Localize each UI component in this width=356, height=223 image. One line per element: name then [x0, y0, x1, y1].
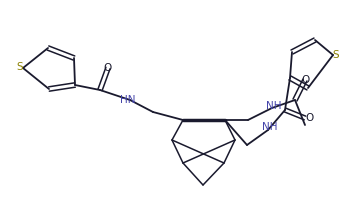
Text: O: O: [305, 113, 313, 123]
Text: NH: NH: [262, 122, 278, 132]
Text: S: S: [333, 50, 339, 60]
Text: NH: NH: [266, 101, 282, 111]
Text: O: O: [301, 75, 309, 85]
Text: S: S: [17, 62, 23, 72]
Text: O: O: [104, 63, 112, 73]
Text: HN: HN: [120, 95, 136, 105]
